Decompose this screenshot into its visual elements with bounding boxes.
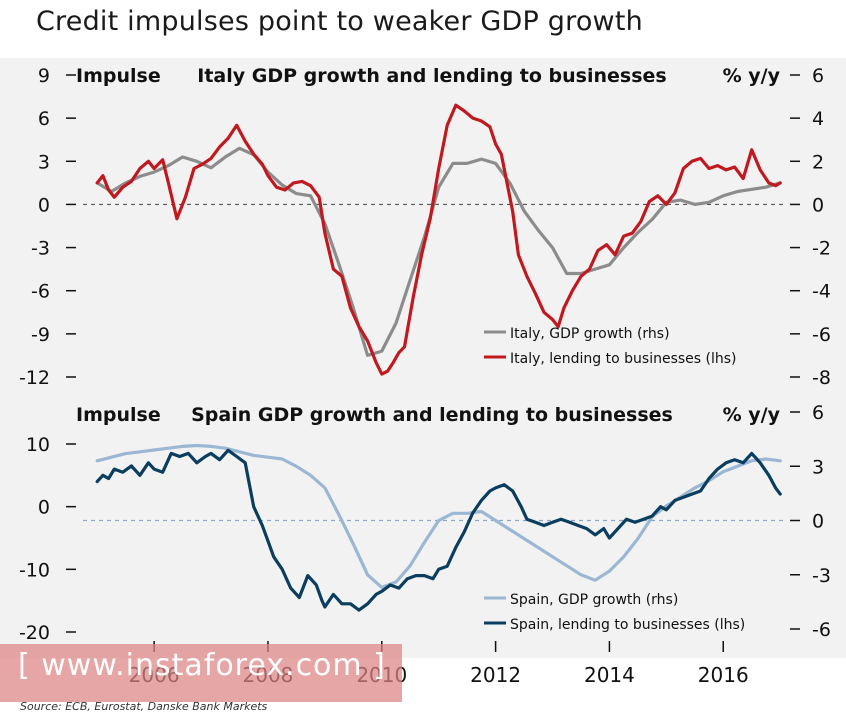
right-tick-label: 6 xyxy=(812,402,824,424)
right-tick-label: 4 xyxy=(812,108,824,130)
watermark-text: [ www.instaforex.com ] xyxy=(18,648,386,683)
source-note: Source: ECB, Eurostat, Danske Bank Marke… xyxy=(20,700,268,713)
legend-label: Spain, GDP growth (rhs) xyxy=(510,592,678,608)
legend-label: Spain, lending to businesses (lhs) xyxy=(510,617,745,633)
right-tick-label: -3 xyxy=(812,565,831,587)
left-tick-label: 6 xyxy=(38,108,50,130)
right-tick-label: -8 xyxy=(812,367,831,389)
right-tick-label: 6 xyxy=(812,65,824,87)
right-tick-label: -2 xyxy=(812,238,831,260)
x-tick-label: 2012 xyxy=(470,663,521,687)
chart-title: Credit impulses point to weaker GDP grow… xyxy=(36,6,643,37)
right-tick-label: -4 xyxy=(812,281,831,303)
panel-title: Italy GDP growth and lending to business… xyxy=(197,65,666,87)
left-tick-label: -10 xyxy=(19,559,50,581)
right-tick-label: 0 xyxy=(812,194,824,216)
left-tick-label: -6 xyxy=(31,281,50,303)
left-tick-label: -12 xyxy=(19,367,50,389)
x-tick-label: 2014 xyxy=(584,663,635,687)
left-tick-label: -3 xyxy=(31,238,50,260)
panel-title: Spain GDP growth and lending to business… xyxy=(191,404,673,426)
chart-background xyxy=(0,58,846,658)
right-axis-label: % y/y xyxy=(723,404,781,426)
left-tick-label: -9 xyxy=(31,324,50,346)
legend-label: Italy, GDP growth (rhs) xyxy=(510,326,670,342)
spain-gdp-line xyxy=(95,443,782,589)
right-tick-label: -6 xyxy=(812,619,831,641)
right-axis-label: % y/y xyxy=(723,65,781,87)
spain-lending-line xyxy=(95,448,782,612)
right-tick-label: -6 xyxy=(812,324,831,346)
legend-label: Italy, lending to businesses (lhs) xyxy=(510,351,737,367)
left-axis-label: Impulse xyxy=(76,404,161,426)
right-tick-label: 0 xyxy=(812,511,824,533)
left-tick-label: 0 xyxy=(38,194,50,216)
right-tick-label: 2 xyxy=(812,151,824,173)
italy-lending-line xyxy=(95,103,782,376)
watermark-banner: [ www.instaforex.com ] xyxy=(0,644,402,702)
left-tick-label: 0 xyxy=(38,497,50,519)
left-tick-label: -20 xyxy=(19,622,50,644)
right-tick-label: 3 xyxy=(812,456,824,478)
left-tick-label: 10 xyxy=(26,434,50,456)
x-tick-label: 2016 xyxy=(698,663,749,687)
left-tick-label: 9 xyxy=(38,65,50,87)
left-axis-label: Impulse xyxy=(76,65,161,87)
left-tick-label: 3 xyxy=(38,151,50,173)
